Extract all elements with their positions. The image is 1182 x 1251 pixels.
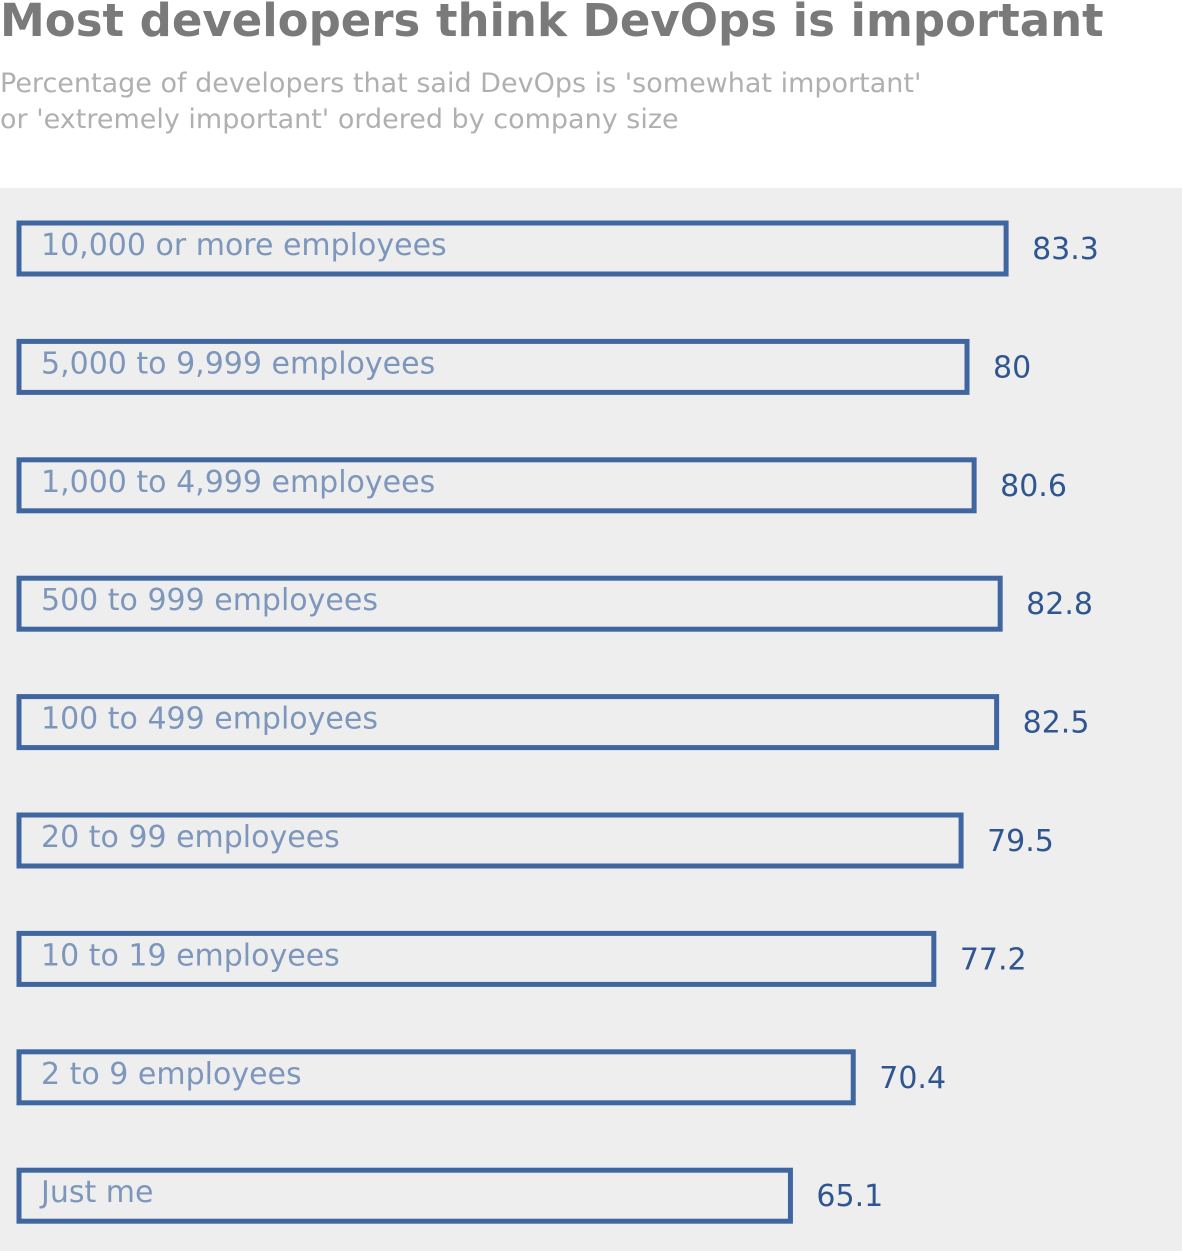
bar-category-label: 10,000 or more employees bbox=[41, 228, 447, 263]
bar bbox=[16, 575, 1003, 632]
bar-group: 20 to 99 employees 79.5 bbox=[16, 812, 1054, 869]
bar bbox=[16, 1049, 856, 1106]
bar bbox=[16, 457, 977, 514]
bar-category-label: 20 to 99 employees bbox=[41, 820, 340, 855]
bar-value-label: 83.3 bbox=[1032, 232, 1099, 267]
bar bbox=[16, 220, 1009, 277]
bar-category-label: 1,000 to 4,999 employees bbox=[41, 465, 435, 500]
bar bbox=[16, 930, 937, 987]
chart-title: Most developers think DevOps is importan… bbox=[0, 0, 1104, 47]
bar-category-label: 500 to 999 employees bbox=[41, 583, 378, 618]
bar-value-label: 70.4 bbox=[879, 1061, 946, 1096]
bar-group: Just me 65.1 bbox=[16, 1167, 883, 1224]
bar-group: 10 to 19 employees 77.2 bbox=[16, 930, 1027, 987]
bar-group: 5,000 to 9,999 employees 80 bbox=[16, 338, 1031, 395]
bar-category-label: 100 to 499 employees bbox=[41, 702, 378, 737]
bar-group: 10,000 or more employees 83.3 bbox=[16, 220, 1099, 277]
bar-group: 100 to 499 employees 82.5 bbox=[16, 694, 1090, 751]
chart-subtitle: Percentage of developers that said DevOp… bbox=[0, 66, 1000, 138]
bar-group: 500 to 999 employees 82.8 bbox=[16, 575, 1093, 632]
bar-category-label: 10 to 19 employees bbox=[41, 938, 340, 973]
bar-value-label: 79.5 bbox=[987, 824, 1054, 859]
chart-subtitle-line-2: or 'extremely important' ordered by comp… bbox=[0, 104, 679, 135]
bar bbox=[16, 694, 1000, 751]
bar-group: 1,000 to 4,999 employees 80.6 bbox=[16, 457, 1067, 514]
bar-category-label: 2 to 9 employees bbox=[41, 1057, 302, 1092]
bar-category-label: Just me bbox=[39, 1175, 153, 1210]
bar-value-label: 82.5 bbox=[1023, 706, 1090, 741]
bar-value-label: 82.8 bbox=[1026, 587, 1093, 622]
bar bbox=[16, 812, 964, 869]
bar-group: 2 to 9 employees 70.4 bbox=[16, 1049, 946, 1106]
bar bbox=[16, 338, 970, 395]
chart-subtitle-line-1: Percentage of developers that said DevOp… bbox=[0, 68, 922, 99]
bar-chart: 10,000 or more employees 83.3 5,000 to 9,9… bbox=[16, 220, 1099, 1224]
bar-value-label: 80 bbox=[993, 350, 1031, 385]
bar bbox=[16, 1167, 793, 1224]
bar-value-label: 77.2 bbox=[960, 942, 1027, 977]
bar-value-label: 80.6 bbox=[1000, 469, 1067, 504]
bar-category-label: 5,000 to 9,999 employees bbox=[41, 346, 435, 381]
chart-panel: 10,000 or more employees 83.3 5,000 to 9,9… bbox=[0, 188, 1182, 1251]
bar-value-label: 65.1 bbox=[816, 1179, 883, 1214]
